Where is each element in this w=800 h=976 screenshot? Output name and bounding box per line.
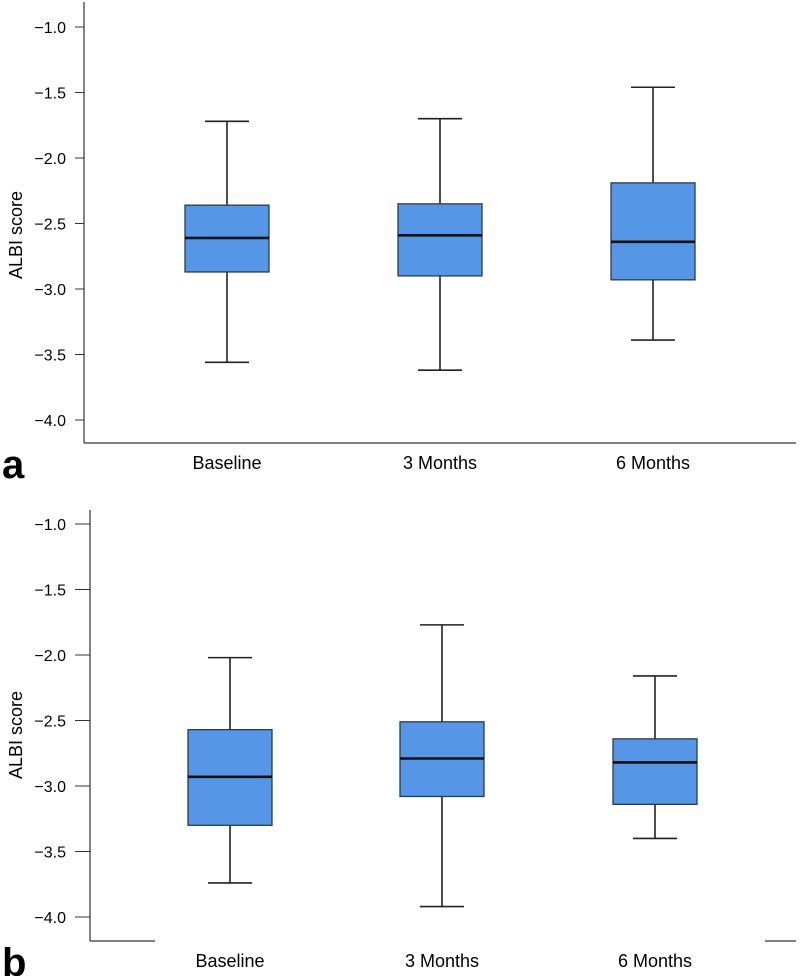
y-tick-label: −2.5 [34, 714, 66, 731]
y-tick-label: −3.5 [34, 348, 66, 365]
panel-letter: a [2, 443, 25, 487]
y-tick-label: −2.0 [34, 648, 66, 665]
y-tick-label: −1.5 [34, 583, 66, 600]
x-category-label: 6 Months [616, 453, 690, 473]
y-axis-title: ALBI score [6, 191, 26, 279]
x-category-label: Baseline [192, 453, 261, 473]
y-tick-label: −2.0 [34, 151, 66, 168]
box-2 [397, 117, 483, 372]
y-tick-label: −1.5 [34, 86, 66, 103]
x-category-label: Baseline [195, 951, 264, 971]
chart-panel-a: −1.0 −1.5 −2.0 −2.5 −3.0 −3.5 −4.0 ALBI score Ba… [2, 2, 796, 487]
iqr-box [612, 738, 698, 805]
y-tick-label: −3.5 [34, 845, 66, 862]
iqr-box [610, 182, 696, 281]
y-tick-label: −4.0 [34, 413, 66, 430]
y-tick-label: −3.0 [34, 779, 66, 796]
y-tick-label: −1.0 [34, 517, 66, 534]
y-axis-title: ALBI score [6, 691, 26, 779]
y-tick-label: −3.0 [34, 282, 66, 299]
chart-panel-b: −1.0 −1.5 −2.0 −2.5 −3.0 −3.5 −4.0 ALBI score Ba… [2, 510, 796, 976]
box-3 [610, 86, 696, 341]
box-3 [612, 675, 698, 840]
x-category-label: 3 Months [405, 951, 479, 971]
y-tick-label: −1.0 [34, 20, 66, 37]
x-category-label: 6 Months [618, 951, 692, 971]
box-2 [399, 624, 485, 908]
x-category-label: 3 Months [403, 453, 477, 473]
box-1 [184, 120, 270, 364]
y-tick-label: −2.5 [34, 217, 66, 234]
panel-letter: b [2, 941, 26, 976]
iqr-box [397, 203, 483, 277]
box-1 [187, 656, 273, 884]
y-tick-label: −4.0 [34, 910, 66, 927]
